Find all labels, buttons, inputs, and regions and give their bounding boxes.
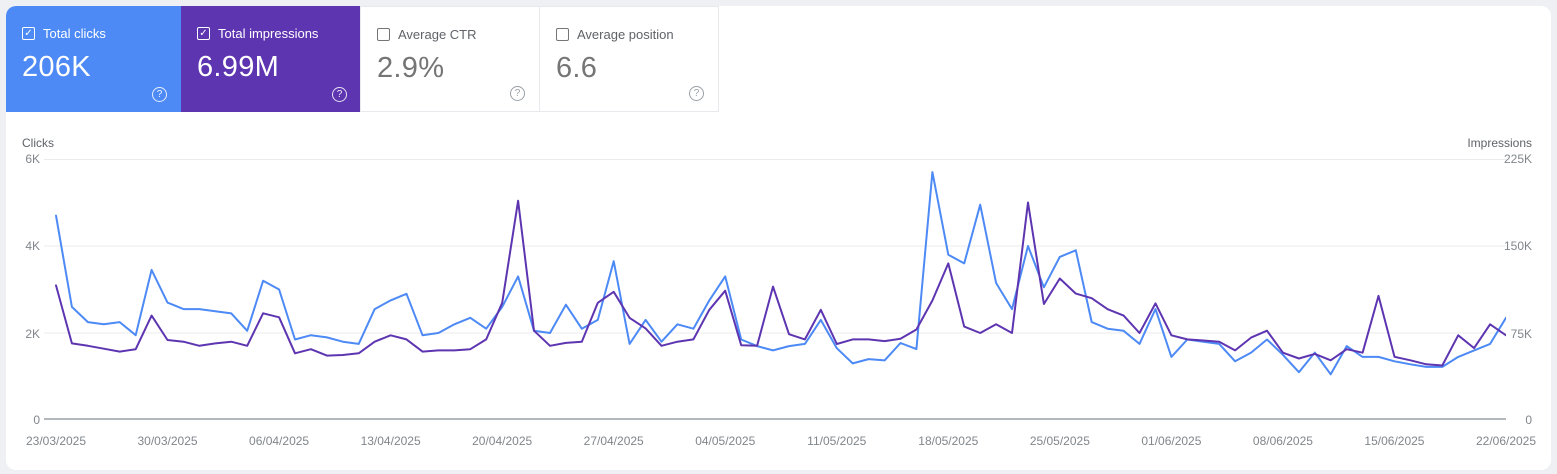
x-tick-label: 08/06/2025	[1252, 434, 1313, 448]
card-average-ctr[interactable]: Average CTR 2.9% ?	[360, 6, 540, 112]
total-clicks-value: 206K	[22, 51, 91, 83]
performance-chart[interactable]: Clicks Impressions 6K 4K 2K 0 225K 150K 75K 0 …	[6, 130, 1551, 470]
total-impressions-value: 6.99M	[197, 51, 280, 83]
card-label: Total clicks	[43, 26, 106, 41]
x-tick-label: 20/04/2025	[472, 434, 533, 448]
y-tick-label-left: 2K	[25, 326, 40, 341]
card-label-row: Average position	[556, 27, 702, 42]
y-tick-label-right: 150K	[1503, 239, 1532, 253]
y-tick-label-right: 75K	[1510, 326, 1532, 341]
x-tick-label: 15/06/2025	[1364, 434, 1425, 448]
average-ctr-value: 2.9%	[377, 52, 445, 84]
help-icon[interactable]: ?	[510, 86, 525, 101]
total-impressions-checkbox[interactable]: ✓	[197, 27, 210, 40]
x-tick-label: 27/04/2025	[583, 434, 644, 448]
card-total-impressions[interactable]: ✓ Total impressions 6.99M ?	[181, 6, 361, 112]
y-tick-label-left: 6K	[25, 152, 40, 166]
clicks-line	[55, 171, 1506, 376]
performance-panel: ✓ Total clicks 206K ? ✓ Total impression…	[6, 6, 1551, 470]
average-position-checkbox[interactable]	[556, 28, 569, 41]
average-position-value: 6.6	[556, 52, 598, 84]
x-tick-label: 13/04/2025	[360, 434, 421, 448]
right-axis-title: Impressions	[1467, 136, 1532, 150]
card-label-row: Average CTR	[377, 27, 523, 42]
y-tick-label-left: 4K	[25, 239, 40, 253]
card-label-row: ✓ Total clicks	[22, 26, 165, 41]
x-tick-label: 25/05/2025	[1029, 434, 1090, 448]
chart-plot-area[interactable]	[44, 159, 1506, 420]
x-tick-label: 06/04/2025	[249, 434, 310, 448]
left-axis-title: Clicks	[22, 136, 54, 150]
card-label: Average CTR	[398, 27, 477, 42]
impressions-line	[55, 199, 1506, 367]
help-icon[interactable]: ?	[332, 87, 347, 102]
x-tick-label: 18/05/2025	[918, 434, 979, 448]
help-icon[interactable]: ?	[689, 86, 704, 101]
x-tick-label: 23/03/2025	[25, 434, 87, 448]
y-tick-label-right: 225K	[1503, 152, 1532, 166]
x-tick-label: 22/06/2025	[1475, 434, 1537, 448]
x-tick-label: 04/05/2025	[695, 434, 756, 448]
total-clicks-checkbox[interactable]: ✓	[22, 27, 35, 40]
y-tick-label-left: 0	[33, 413, 40, 427]
y-tick-label-right: 0	[1525, 413, 1532, 427]
card-label: Total impressions	[218, 26, 319, 41]
x-tick-label: 11/05/2025	[807, 434, 867, 448]
help-icon[interactable]: ?	[152, 87, 167, 102]
card-label-row: ✓ Total impressions	[197, 26, 345, 41]
card-total-clicks[interactable]: ✓ Total clicks 206K ?	[6, 6, 181, 112]
x-axis-ticks: 23/03/2025 30/03/2025 06/04/2025 13/04/2025…	[26, 434, 1536, 450]
metric-cards: ✓ Total clicks 206K ? ✓ Total impression…	[6, 6, 719, 112]
x-tick-label: 01/06/2025	[1141, 434, 1202, 448]
card-label: Average position	[577, 27, 674, 42]
x-tick-label: 30/03/2025	[137, 434, 198, 448]
card-average-position[interactable]: Average position 6.6 ?	[539, 6, 719, 112]
average-ctr-checkbox[interactable]	[377, 28, 390, 41]
